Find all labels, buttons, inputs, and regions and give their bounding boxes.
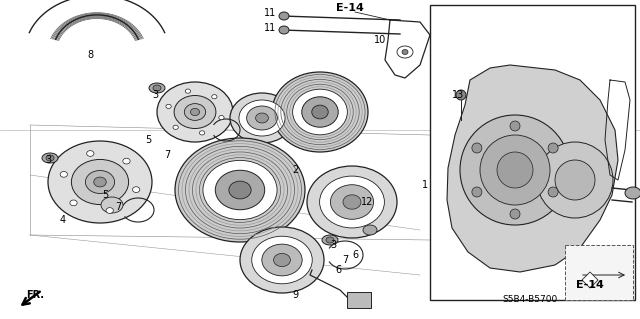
Text: S5B4-B5700: S5B4-B5700	[502, 295, 557, 305]
Ellipse shape	[322, 235, 338, 245]
Ellipse shape	[312, 105, 328, 119]
Text: FR.: FR.	[26, 290, 44, 300]
Ellipse shape	[175, 138, 305, 242]
Text: 9: 9	[292, 290, 298, 300]
Polygon shape	[447, 65, 618, 272]
Text: 11: 11	[264, 23, 276, 33]
Ellipse shape	[203, 160, 277, 220]
Text: 4: 4	[60, 215, 66, 225]
Ellipse shape	[548, 187, 558, 197]
Text: 7: 7	[115, 202, 121, 212]
Text: 5: 5	[102, 190, 108, 200]
Text: 6: 6	[335, 265, 341, 275]
Ellipse shape	[86, 171, 115, 194]
Ellipse shape	[191, 108, 200, 115]
Bar	[430, 5, 635, 300]
Ellipse shape	[166, 104, 172, 108]
Ellipse shape	[240, 227, 324, 293]
Ellipse shape	[48, 141, 152, 223]
Text: 7: 7	[164, 150, 170, 160]
Ellipse shape	[86, 151, 94, 156]
Ellipse shape	[292, 89, 348, 135]
Ellipse shape	[279, 12, 289, 20]
Text: 13: 13	[452, 90, 464, 100]
Ellipse shape	[460, 115, 570, 225]
Text: 12: 12	[361, 197, 373, 207]
Ellipse shape	[42, 153, 58, 163]
Ellipse shape	[219, 115, 224, 120]
Ellipse shape	[132, 187, 140, 192]
Ellipse shape	[153, 85, 161, 91]
Ellipse shape	[184, 104, 205, 120]
Ellipse shape	[510, 209, 520, 219]
Ellipse shape	[397, 46, 413, 58]
Ellipse shape	[94, 177, 106, 187]
FancyBboxPatch shape	[347, 292, 371, 308]
Ellipse shape	[319, 176, 385, 228]
Text: E-14: E-14	[576, 280, 604, 290]
Ellipse shape	[555, 160, 595, 200]
Ellipse shape	[239, 100, 285, 136]
Ellipse shape	[472, 187, 482, 197]
Text: 3: 3	[152, 90, 158, 100]
Ellipse shape	[255, 113, 268, 123]
Ellipse shape	[363, 225, 377, 235]
Text: 1: 1	[422, 180, 428, 190]
Ellipse shape	[307, 166, 397, 238]
Ellipse shape	[215, 170, 265, 210]
Ellipse shape	[230, 93, 294, 143]
Polygon shape	[582, 272, 598, 288]
Ellipse shape	[123, 158, 130, 164]
Ellipse shape	[472, 143, 482, 153]
Ellipse shape	[46, 155, 54, 161]
Bar	[565, 245, 633, 300]
Ellipse shape	[229, 181, 251, 199]
Ellipse shape	[480, 135, 550, 205]
Ellipse shape	[101, 197, 123, 213]
Ellipse shape	[510, 121, 520, 131]
Ellipse shape	[279, 26, 289, 34]
Ellipse shape	[537, 142, 613, 218]
Ellipse shape	[185, 89, 191, 93]
Ellipse shape	[212, 95, 217, 99]
Text: 3: 3	[330, 240, 336, 250]
Ellipse shape	[149, 83, 165, 93]
Ellipse shape	[157, 82, 233, 142]
Ellipse shape	[272, 72, 368, 152]
Ellipse shape	[497, 152, 533, 188]
Text: E-14: E-14	[336, 3, 364, 13]
Ellipse shape	[173, 125, 179, 130]
Ellipse shape	[548, 143, 558, 153]
Ellipse shape	[402, 49, 408, 55]
Ellipse shape	[274, 253, 291, 267]
Text: 10: 10	[374, 35, 386, 45]
Text: 11: 11	[264, 8, 276, 18]
Ellipse shape	[343, 195, 361, 209]
Ellipse shape	[252, 236, 312, 284]
Ellipse shape	[625, 187, 640, 199]
Ellipse shape	[330, 185, 374, 219]
Text: 5: 5	[145, 135, 151, 145]
Text: 3: 3	[45, 155, 51, 165]
Text: 6: 6	[352, 250, 358, 260]
Ellipse shape	[302, 97, 339, 127]
Text: 2: 2	[292, 165, 298, 175]
Ellipse shape	[262, 244, 302, 276]
Ellipse shape	[70, 200, 77, 206]
Ellipse shape	[106, 208, 113, 213]
Ellipse shape	[174, 95, 216, 129]
Ellipse shape	[326, 237, 334, 243]
Ellipse shape	[246, 106, 277, 130]
Ellipse shape	[72, 160, 129, 204]
Ellipse shape	[456, 90, 466, 100]
Ellipse shape	[200, 131, 205, 135]
Ellipse shape	[60, 172, 67, 177]
Text: 8: 8	[87, 50, 93, 60]
Text: 7: 7	[342, 255, 348, 265]
